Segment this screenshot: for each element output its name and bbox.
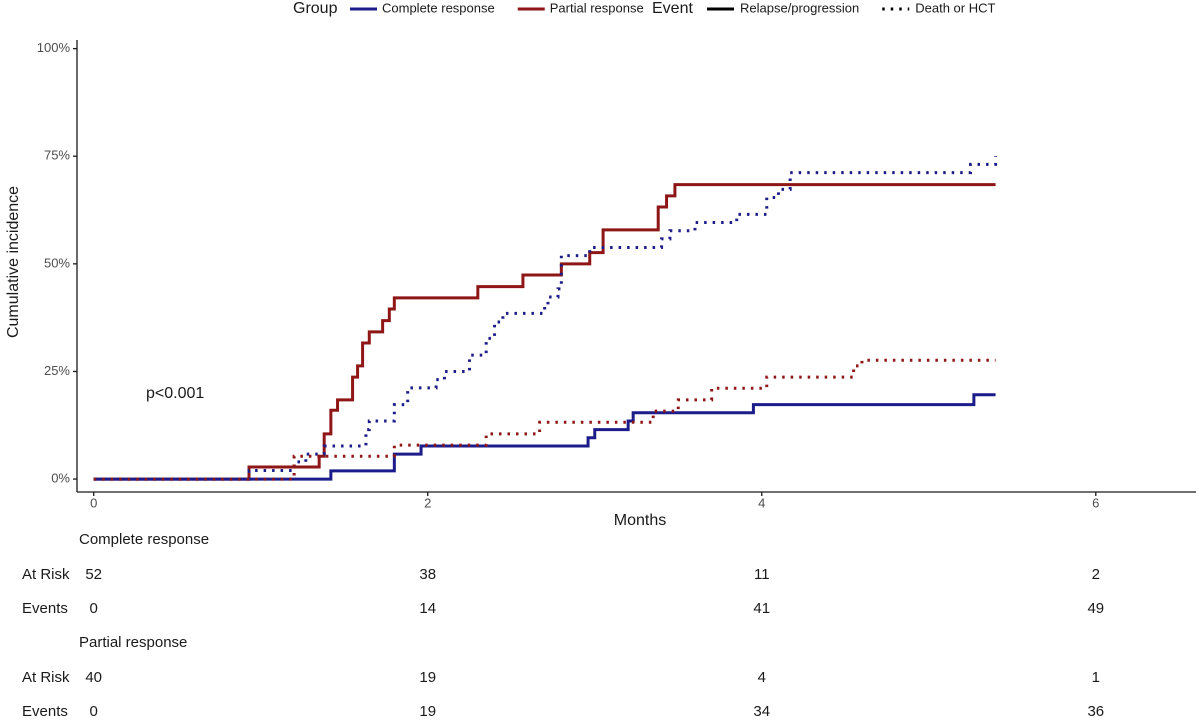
step-line — [93, 156, 998, 481]
risk-row-label: Events — [22, 600, 68, 617]
risk-value: 11 — [754, 566, 770, 583]
risk-value: 49 — [1087, 600, 1104, 617]
x-tick-label: 6 — [1092, 495, 1099, 510]
risk-value: 36 — [1087, 703, 1104, 720]
risk-row-label: Events — [22, 703, 68, 720]
legend-label: Complete response — [382, 0, 495, 15]
risk-row-label: At Risk — [22, 566, 70, 583]
risk-value: 19 — [419, 703, 436, 720]
y-tick-label: 75% — [44, 148, 70, 163]
x-tick-label: 2 — [424, 495, 431, 510]
risk-value: 0 — [90, 703, 98, 720]
x-tick-label: 4 — [758, 495, 765, 510]
legend-label: Death or HCT — [915, 0, 995, 15]
step-line — [93, 393, 996, 481]
risk-value: 41 — [753, 600, 770, 617]
y-axis-label: Cumulative incidence — [5, 186, 22, 338]
risk-value: 40 — [85, 669, 102, 686]
risk-value: 52 — [85, 566, 102, 583]
y-tick-label: 0% — [51, 471, 70, 486]
legend-label: Relapse/progression — [740, 0, 859, 15]
y-tick-label: 25% — [44, 363, 70, 378]
y-tick-label: 50% — [44, 255, 70, 270]
risk-value: 1 — [1092, 669, 1100, 686]
risk-group-title: Partial response — [79, 634, 187, 651]
risk-value: 4 — [758, 669, 766, 686]
risk-value: 19 — [419, 669, 436, 686]
step-line — [93, 183, 996, 481]
step-line — [93, 358, 996, 481]
risk-value: 2 — [1092, 566, 1100, 583]
y-tick-label: 100% — [37, 40, 71, 55]
risk-value: 0 — [90, 600, 98, 617]
risk-group-title: Complete response — [79, 531, 209, 548]
x-axis-label: Months — [614, 512, 666, 529]
risk-row-label: At Risk — [22, 669, 70, 686]
risk-value: 14 — [419, 600, 436, 617]
legend-title: Event — [652, 0, 693, 17]
risk-value: 34 — [753, 703, 770, 720]
legend-label: Partial response — [550, 0, 644, 15]
x-tick-label: 0 — [90, 495, 97, 510]
risk-value: 38 — [419, 566, 436, 583]
annotation: p<0.001 — [146, 385, 204, 402]
legend-title: Group — [293, 0, 338, 17]
